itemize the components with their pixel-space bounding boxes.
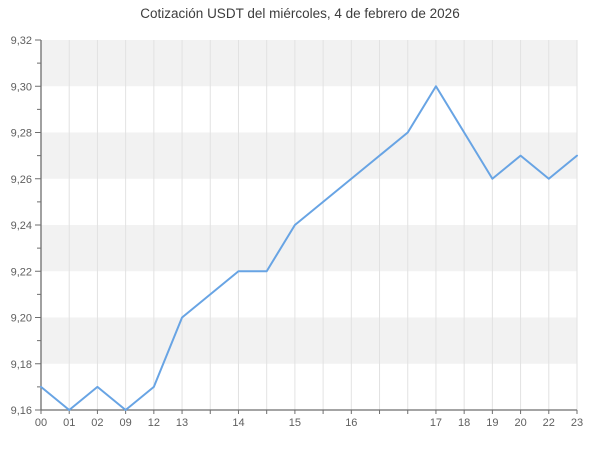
chart-title: Cotización USDT del miércoles, 4 de febr… bbox=[140, 6, 460, 21]
x-axis-label: 00 bbox=[35, 417, 47, 429]
y-axis-label: 9,20 bbox=[11, 313, 32, 325]
x-axis-label: 02 bbox=[91, 417, 103, 429]
x-axis-label: 17 bbox=[430, 417, 442, 429]
y-axis-label: 9,28 bbox=[11, 128, 32, 140]
x-axis-label: 19 bbox=[486, 417, 498, 429]
x-axis-label: 13 bbox=[176, 417, 188, 429]
x-axis-label: 14 bbox=[232, 417, 244, 429]
x-axis-label: 09 bbox=[120, 417, 132, 429]
x-axis-label: 16 bbox=[345, 417, 357, 429]
plot-band bbox=[41, 317, 577, 364]
y-axis-label: 9,24 bbox=[11, 220, 32, 232]
x-axis-label: 23 bbox=[571, 417, 583, 429]
y-axis-label: 9,30 bbox=[11, 81, 32, 93]
x-axis-label: 01 bbox=[63, 417, 75, 429]
y-axis-label: 9,32 bbox=[11, 35, 32, 47]
x-axis-label: 15 bbox=[289, 417, 301, 429]
plot-band bbox=[41, 225, 577, 272]
y-axis-label: 9,18 bbox=[11, 359, 32, 371]
x-axis-label: 12 bbox=[148, 417, 160, 429]
y-axis-label: 9,26 bbox=[11, 174, 32, 186]
x-axis-label: 18 bbox=[458, 417, 470, 429]
x-axis-label: 22 bbox=[543, 417, 555, 429]
price-line bbox=[40, 85, 578, 411]
y-axis-label: 9,16 bbox=[11, 405, 32, 417]
plot-band bbox=[41, 40, 577, 87]
plot-band bbox=[41, 132, 577, 179]
x-axis-label: 20 bbox=[514, 417, 526, 429]
y-axis-label: 9,22 bbox=[11, 266, 32, 278]
